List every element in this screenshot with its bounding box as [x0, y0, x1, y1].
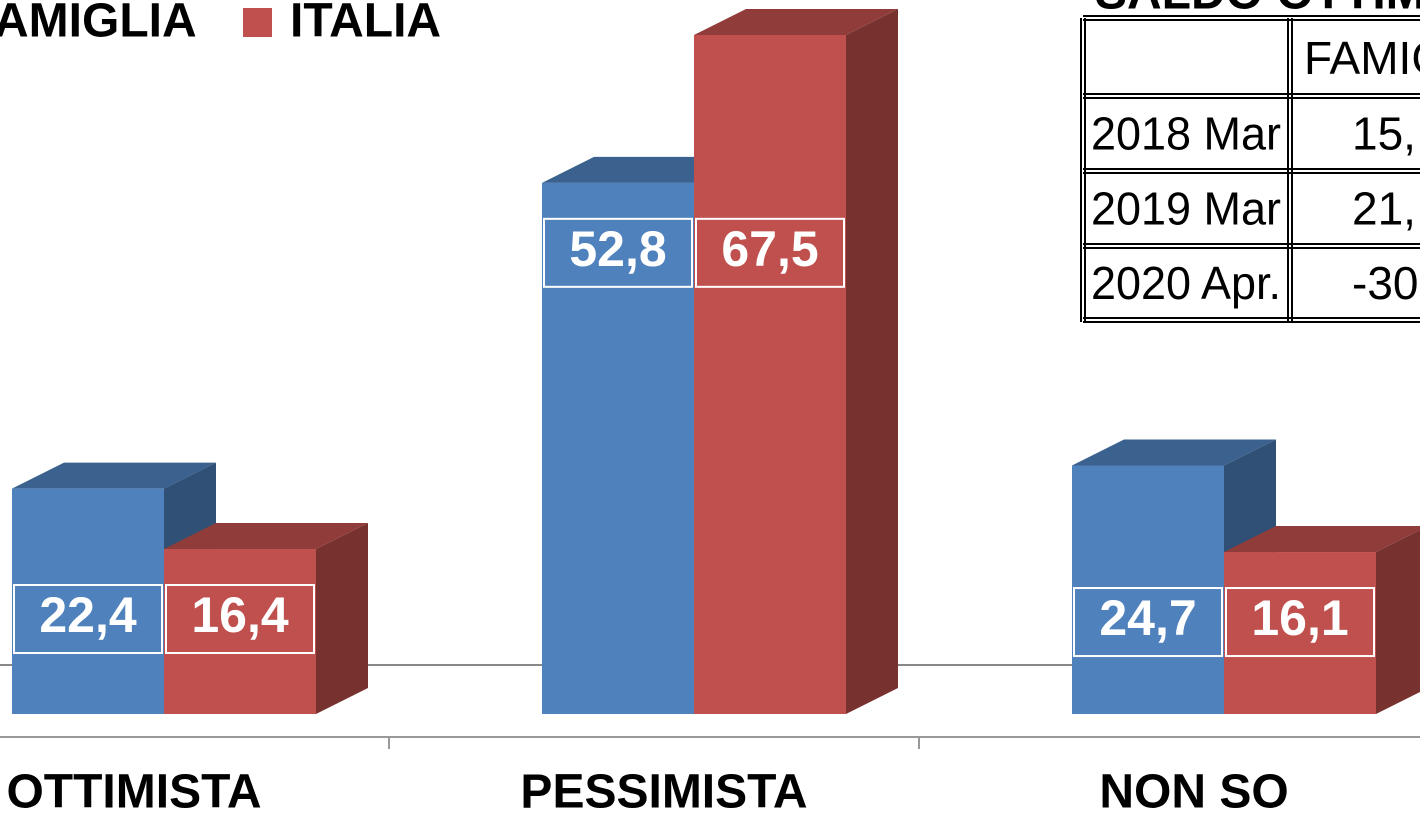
value-label-box — [695, 217, 845, 288]
value-label: 16,4 — [191, 587, 289, 643]
value-label: 16,1 — [1251, 590, 1348, 646]
table-cell: 15, — [1352, 108, 1416, 160]
value-label-box — [1073, 587, 1223, 658]
bar — [542, 182, 694, 714]
bar-side — [316, 523, 368, 714]
bar — [12, 488, 164, 714]
bar-top — [164, 523, 368, 550]
table-cell: -30 — [1352, 257, 1418, 309]
value-label-box — [13, 584, 163, 655]
table-title: SALDO OTTIMIS — [1095, 0, 1420, 20]
table-bg — [1083, 0, 1420, 320]
legend-swatch — [243, 8, 272, 37]
x-tick-label: NON SO — [1099, 766, 1288, 816]
value-label: 24,7 — [1099, 590, 1196, 646]
bar — [694, 34, 846, 714]
value-label: 22,4 — [39, 587, 137, 643]
bar — [1224, 552, 1376, 714]
table-cell: 2020 Apr. — [1091, 257, 1281, 309]
value-label: 52,8 — [569, 221, 666, 277]
bar-top — [694, 8, 898, 35]
x-tick-label: OTTIMISTA — [6, 766, 261, 816]
bar-side — [846, 8, 898, 714]
value-label-box — [165, 584, 315, 655]
value-label-box — [543, 217, 693, 288]
bar-top — [1224, 526, 1420, 553]
table-header: FAMIG — [1304, 32, 1420, 84]
bar — [164, 549, 316, 714]
value-label: 67,5 — [721, 221, 818, 277]
table-cell: 2018 Mar — [1091, 108, 1281, 160]
legend-label: ITALIA — [290, 0, 441, 48]
x-tick-label: PESSIMISTA — [520, 766, 807, 816]
table-cell: 21, — [1352, 183, 1416, 235]
bar-side — [1376, 530, 1420, 714]
bar-top — [1072, 439, 1276, 466]
legend-label: AMIGLIA — [0, 0, 197, 48]
table-cell: 2019 Mar — [1091, 183, 1281, 235]
bar — [1072, 465, 1224, 714]
bar-top — [12, 462, 216, 489]
value-label-box — [1225, 587, 1375, 658]
